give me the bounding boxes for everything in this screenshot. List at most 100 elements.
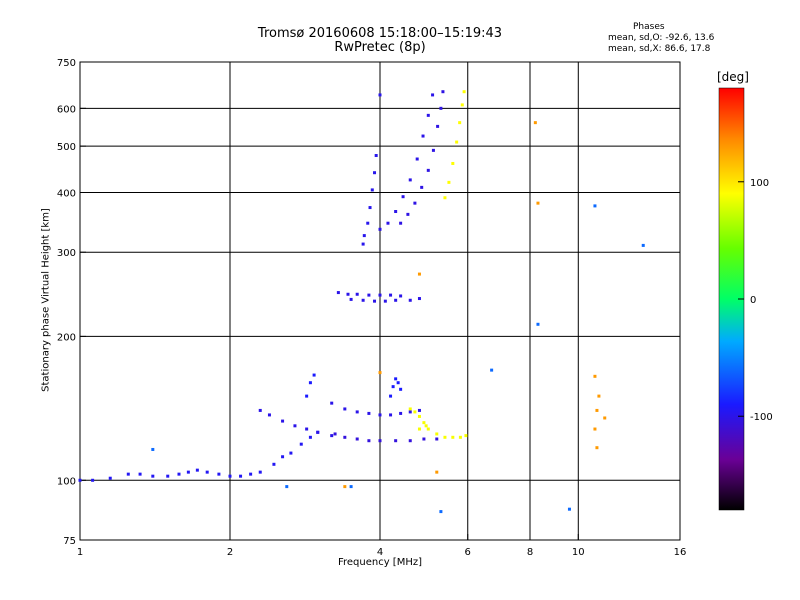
data-point [417, 272, 421, 276]
data-point [431, 93, 435, 97]
data-point [426, 113, 430, 117]
data-point [421, 134, 425, 138]
data-point [108, 476, 112, 480]
data-point [394, 439, 398, 443]
data-point [439, 510, 443, 514]
data-point [394, 298, 398, 302]
data-point [413, 201, 417, 205]
data-point [408, 298, 412, 302]
data-point [308, 381, 312, 385]
data-point [330, 434, 334, 438]
data-point [333, 432, 337, 436]
data-point [417, 408, 421, 412]
phase-o-stats: mean, sd,O: -92.6, 13.6 [608, 33, 715, 43]
data-point [396, 381, 400, 385]
data-point [399, 411, 403, 415]
data-point [378, 93, 382, 97]
data-point [408, 439, 412, 443]
data-point [330, 401, 334, 405]
data-point [389, 394, 393, 398]
data-point [378, 293, 382, 297]
data-point [399, 221, 403, 225]
data-point [249, 472, 253, 476]
data-point [435, 470, 439, 474]
data-point [426, 168, 430, 172]
data-point [299, 442, 303, 446]
y-tick-label: 300 [57, 248, 76, 259]
y-tick-label: 750 [57, 58, 76, 69]
data-point [370, 188, 374, 192]
data-point [593, 204, 597, 208]
x-tick-label: 2 [227, 547, 233, 558]
data-point [355, 410, 359, 414]
colorbar-title: [deg] [717, 70, 749, 84]
data-point [417, 427, 421, 431]
data-point [435, 437, 439, 441]
data-point [422, 437, 426, 441]
data-point [361, 242, 365, 246]
data-point [420, 185, 424, 189]
data-point [258, 470, 262, 474]
data-point [603, 416, 607, 420]
data-point [451, 161, 455, 165]
data-point [343, 485, 347, 489]
data-point [361, 298, 365, 302]
data-point [408, 410, 412, 414]
data-point [305, 427, 309, 431]
data-point [346, 292, 350, 296]
data-point [426, 427, 430, 431]
data-point [462, 90, 466, 94]
data-point [378, 371, 382, 375]
data-point [536, 201, 540, 205]
x-axis-label: Frequency [MHz] [337, 557, 423, 568]
data-point [217, 472, 221, 476]
data-point [367, 411, 371, 415]
data-point [367, 439, 371, 443]
data-point [593, 374, 597, 378]
data-point [281, 455, 285, 459]
data-point [343, 435, 347, 439]
data-point [394, 377, 398, 381]
data-point [267, 413, 271, 417]
data-point [417, 414, 421, 418]
data-point [378, 227, 382, 231]
data-point [316, 430, 320, 434]
data-point [368, 206, 372, 210]
data-point [422, 421, 426, 425]
data-point [78, 478, 82, 482]
x-tick-label: 6 [465, 547, 471, 558]
data-point [367, 293, 371, 297]
x-tick-label: 4 [377, 547, 383, 558]
data-point [386, 221, 390, 225]
data-point [641, 243, 645, 247]
data-point [458, 121, 462, 125]
chart-subtitle: RwPretec (8p) [334, 40, 426, 55]
y-tick-label: 500 [57, 142, 76, 153]
data-point [308, 435, 312, 439]
data-point [435, 432, 439, 436]
data-point [439, 106, 443, 110]
data-point [431, 148, 435, 152]
data-point [399, 387, 403, 391]
data-point [413, 410, 417, 414]
chart-title: Tromsø 20160608 15:18:00–15:19:43 [257, 26, 503, 41]
data-point [373, 171, 377, 175]
y-tick-label: 75 [63, 536, 76, 547]
x-tick-label: 16 [674, 547, 687, 558]
data-point [490, 368, 494, 372]
data-point [151, 447, 155, 451]
colorbar-tick-label: -100 [750, 412, 773, 423]
colorbar-tick-label: 100 [750, 178, 769, 189]
data-point [228, 474, 232, 478]
data-point [138, 472, 142, 476]
data-point [401, 195, 405, 199]
data-point [374, 154, 378, 158]
data-point [336, 291, 340, 295]
data-point [355, 437, 359, 441]
data-point [305, 394, 309, 398]
data-point [417, 297, 421, 301]
x-tick-label: 10 [572, 547, 585, 558]
data-point [464, 434, 468, 438]
data-point [389, 293, 393, 297]
